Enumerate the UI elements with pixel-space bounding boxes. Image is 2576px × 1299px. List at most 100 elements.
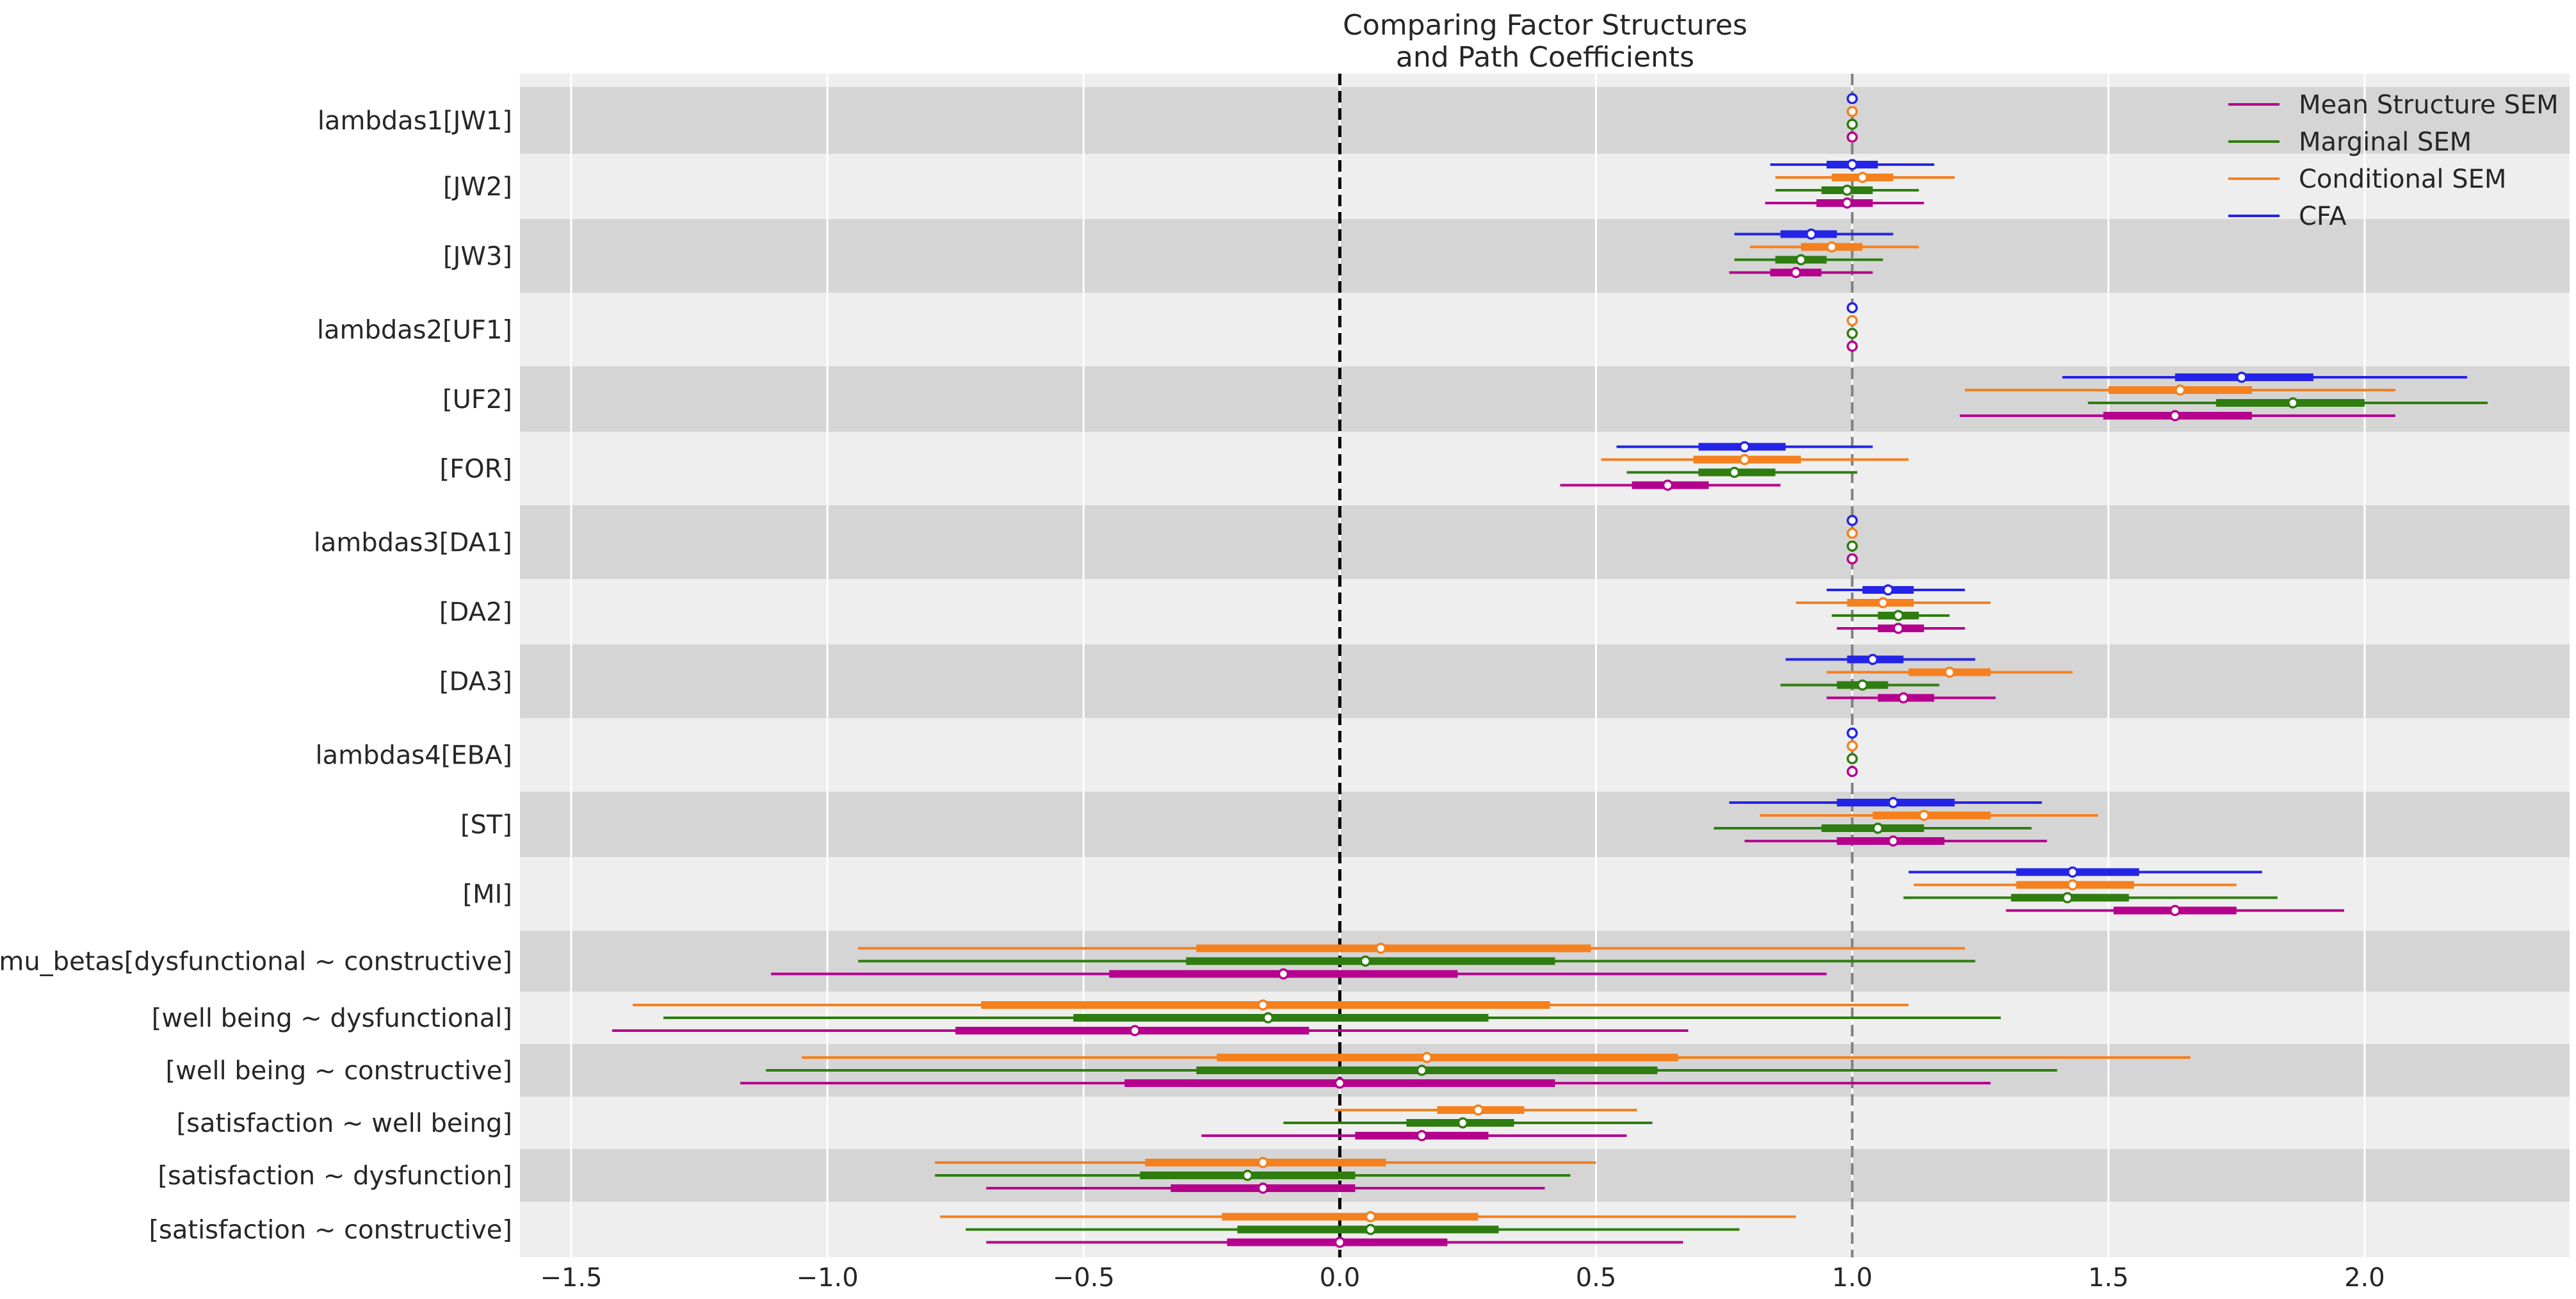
x-tick-label: 0.0 (1320, 1263, 1361, 1293)
point-estimate (1257, 1182, 1269, 1194)
point-estimate (1918, 810, 1930, 821)
estimate-cfa (1734, 228, 1893, 240)
estimate-mean-structure-sem (1765, 197, 1924, 209)
point-estimate (1728, 466, 1740, 478)
estimate-conditional-sem (935, 1157, 1596, 1168)
estimate-marginal-sem (663, 1012, 2001, 1024)
estimate-conditional-sem (802, 1052, 2191, 1063)
estimate-mean-structure-sem (1836, 623, 1965, 634)
estimate-marginal-sem (966, 1223, 1740, 1236)
point-estimate (1841, 184, 1853, 196)
estimate-marginal-sem (1846, 753, 1858, 765)
estimate-marginal-sem (1780, 679, 1940, 691)
point-estimate (2169, 904, 2181, 917)
row-label: lambdas3[DA1] (314, 528, 512, 558)
estimate-mean-structure-sem (986, 1182, 1545, 1194)
legend-label: CFA (2299, 202, 2347, 231)
point-estimate (1738, 441, 1751, 453)
estimate-marginal-sem (858, 955, 1975, 967)
row-band (520, 293, 2570, 366)
estimate-mean-structure-sem (1846, 553, 1858, 565)
estimate-mean-structure-sem (1846, 340, 1858, 352)
point-estimate (2175, 384, 2186, 396)
estimate-conditional-sem (1334, 1104, 1637, 1116)
point-estimate (1846, 106, 1858, 117)
point-estimate (1257, 1157, 1269, 1168)
point-estimate (1805, 228, 1817, 240)
point-estimate (1846, 118, 1858, 130)
estimate-mean-structure-sem (986, 1236, 1683, 1248)
row-label: [JW3] (443, 242, 512, 272)
point-estimate (1129, 1025, 1141, 1036)
x-tick-label: −0.5 (1053, 1263, 1115, 1293)
estimate-mean-structure-sem (1560, 479, 1781, 491)
row-band (520, 792, 2570, 857)
point-estimate (1472, 1104, 1484, 1116)
estimate-conditional-sem (1846, 527, 1858, 539)
estimate-mean-structure-sem (1959, 410, 2395, 421)
estimate-conditional-sem (633, 999, 1909, 1011)
point-estimate (1846, 740, 1858, 752)
point-estimate (2062, 892, 2073, 904)
legend-entry: CFA (2228, 202, 2347, 231)
point-estimate (1457, 1117, 1469, 1129)
point-estimate (1872, 822, 1884, 834)
point-estimate (1846, 327, 1858, 339)
point-estimate (1242, 1170, 1254, 1181)
point-estimate (1334, 1077, 1346, 1089)
row-label: [well being ~ constructive] (166, 1056, 512, 1086)
point-estimate (2067, 866, 2078, 878)
point-estimate (1421, 1052, 1433, 1063)
estimate-conditional-sem (1826, 666, 2073, 678)
estimate-conditional-sem (1760, 810, 2098, 821)
estimate-conditional-sem (858, 942, 1965, 954)
estimate-marginal-sem (935, 1170, 1571, 1181)
point-estimate (1897, 692, 1909, 704)
estimate-marginal-sem (766, 1065, 2057, 1076)
estimate-mean-structure-sem (2005, 904, 2344, 917)
x-tick-label: 0.5 (1576, 1263, 1617, 1293)
estimate-cfa (1846, 514, 1858, 527)
row-label: lambdas4[EBA] (316, 741, 512, 771)
row-label: [DA2] (439, 598, 512, 627)
estimate-marginal-sem (1903, 892, 2278, 904)
point-estimate (2169, 410, 2181, 421)
point-estimate (1846, 553, 1858, 565)
estimate-cfa (1908, 866, 2262, 878)
estimate-cfa (1616, 441, 1873, 453)
estimate-marginal-sem (2087, 397, 2488, 409)
estimate-marginal-sem (1831, 610, 1950, 621)
point-estimate (1738, 453, 1751, 466)
row-band (520, 718, 2570, 792)
x-tick-label: 1.0 (1832, 1263, 1873, 1293)
point-estimate (1867, 653, 1879, 666)
estimate-conditional-sem (1846, 315, 1858, 327)
estimate-conditional-sem (1913, 879, 2237, 891)
estimate-cfa (1846, 93, 1858, 104)
point-estimate (1846, 753, 1858, 765)
row-band (520, 154, 2570, 219)
point-estimate (1882, 584, 1894, 596)
chart-title-line-1: Comparing Factor Structures (1343, 9, 1747, 42)
estimate-marginal-sem (1846, 540, 1858, 552)
row-band (520, 219, 2570, 293)
estimate-conditional-sem (1795, 597, 1991, 609)
point-estimate (1846, 315, 1858, 327)
estimate-conditional-sem (940, 1211, 1796, 1223)
estimate-cfa (2062, 372, 2467, 383)
point-estimate (1856, 172, 1868, 183)
point-estimate (1877, 597, 1889, 609)
estimate-marginal-sem (1713, 822, 2032, 834)
x-tick-label: −1.5 (540, 1263, 602, 1293)
point-estimate (1846, 727, 1858, 739)
estimate-conditional-sem (1775, 172, 1955, 183)
estimate-mean-structure-sem (1846, 765, 1858, 778)
point-estimate (1262, 1012, 1274, 1024)
estimate-cfa (1846, 727, 1858, 739)
row-label: [MI] (462, 880, 512, 910)
legend-label: Mean Structure SEM (2299, 90, 2559, 120)
row-band (520, 579, 2570, 644)
estimate-cfa (1729, 797, 2042, 808)
estimate-cfa (1785, 653, 1975, 666)
